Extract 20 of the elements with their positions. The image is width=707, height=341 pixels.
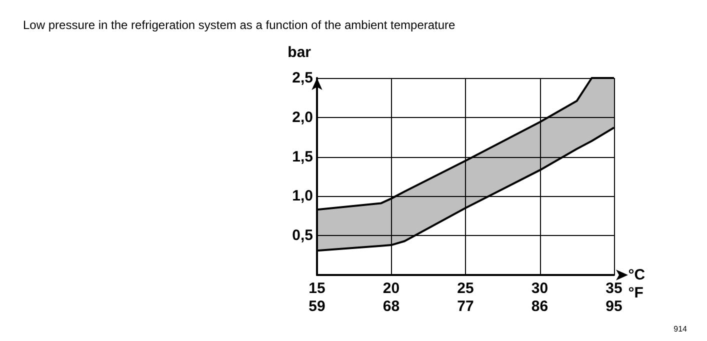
x2-tick-label: 95: [606, 298, 622, 315]
x2-tick-label: 68: [382, 298, 400, 315]
y-tick-label: 2,5: [292, 70, 313, 86]
x-tick-label: 15: [308, 280, 326, 297]
x2-tick-label: 77: [457, 298, 474, 315]
chart-title: Low pressure in the refrigeration system as a function of the ambient temperature: [23, 18, 456, 32]
x-tick-label: 35: [606, 280, 622, 297]
text: 914: [674, 324, 688, 334]
x-tick-label: 25: [457, 280, 474, 297]
x-axis-title: °C: [628, 266, 646, 284]
y-tick-label: 1,5: [292, 148, 313, 166]
y-axis-title: bar: [288, 44, 312, 61]
x2-axis-title: °F: [628, 284, 644, 302]
y-tick-label: 0,5: [292, 227, 313, 244]
x2-tick-label: 86: [531, 298, 548, 315]
x-tick-label: 30: [531, 280, 548, 297]
x-tick-label: 20: [382, 280, 400, 297]
x2-tick-label: 59: [308, 298, 326, 315]
y-tick-label: 2,0: [292, 108, 313, 126]
y-tick-label: 1,0: [292, 188, 313, 205]
